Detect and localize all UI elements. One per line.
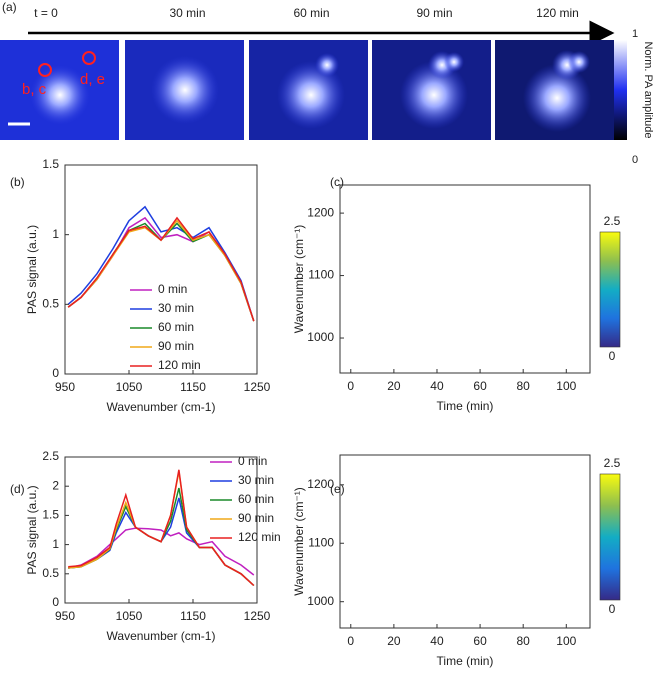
colorbar [599,473,621,601]
legend-label: 0 min [158,282,187,296]
y-tick-label: 0 [52,595,59,609]
x-tick-label: 950 [55,609,75,623]
series-line [68,469,255,587]
time-label: 90 min [416,6,452,20]
time-label: 120 min [536,6,579,20]
x-tick-label: 20 [387,379,401,393]
panel-label: (b) [10,175,25,189]
y-tick-label: 1.5 [42,508,59,522]
y-tick-label: 1 [52,537,59,551]
legend-label: 120 min [238,530,281,544]
pa-blob [277,61,345,129]
y-axis-label: PAS signal (a.u.) [25,225,39,314]
roi-marker [38,63,52,77]
y-tick-label: 1 [52,227,59,241]
y-tick-label: 1200 [307,205,334,219]
legend-label: 0 min [238,454,267,468]
roi-marker [82,51,96,65]
time-label: t = 0 [34,6,58,20]
pa-blob [400,61,468,129]
y-axis-label: Wavenumber (cm⁻¹) [292,225,306,334]
x-tick-label: 1050 [116,609,143,623]
x-tick-label: 40 [430,379,444,393]
colorbar-tick: 0 [609,602,616,616]
series-line [67,205,255,322]
x-tick-label: 80 [517,634,531,648]
x-tick-label: 0 [347,379,354,393]
x-tick-label: 1050 [116,380,143,394]
y-tick-label: 2.5 [42,449,59,463]
x-tick-label: 1150 [180,609,206,623]
y-tick-label: 2 [52,478,59,492]
y-tick-label: 1100 [308,268,334,282]
x-tick-label: 950 [55,380,75,394]
pa-blob [30,65,90,125]
colorbar-tick: 1 [632,28,638,40]
panel-label: (a) [2,0,17,14]
y-tick-label: 1100 [308,535,334,549]
plot-frame [64,164,258,375]
plot-frame [339,454,591,629]
pa-blob [444,52,464,72]
x-tick-label: 100 [556,379,576,393]
series-line [67,216,255,322]
y-axis-label: Wavenumber (cm⁻¹) [292,487,306,596]
y-tick-label: 1000 [307,594,334,608]
colorbar-tick: 0 [609,349,616,363]
x-tick-label: 80 [517,379,531,393]
colorbar [599,231,621,348]
x-tick-label: 60 [473,634,487,648]
legend-label: 30 min [158,301,194,315]
x-tick-label: 1150 [180,380,206,394]
pa-blob [315,53,339,77]
legend-label: 90 min [238,511,274,525]
x-tick-label: 0 [347,634,354,648]
colorbar-label: Norm. PA amplitude [642,41,654,138]
x-axis-label: Time (min) [437,654,494,668]
colorbar-tick: 2.5 [604,456,621,470]
x-axis-label: Wavenumber (cm-1) [107,629,216,643]
x-tick-label: 20 [387,634,401,648]
time-label: 60 min [293,6,329,20]
colorbar-tick: 0 [632,154,638,166]
series-line [68,527,255,576]
x-tick-label: 60 [473,379,487,393]
panel-label: (e) [330,482,345,496]
legend-label: 60 min [238,492,274,506]
panel-label: (c) [330,175,344,189]
pa-blob [523,64,591,132]
x-tick-label: 100 [556,634,576,648]
pa-blob [151,56,219,124]
series-line [68,487,255,587]
series-line [68,471,255,587]
y-tick-label: 0 [52,366,59,380]
y-tick-label: 1200 [307,477,334,491]
panel-label: (d) [10,482,25,496]
x-axis-label: Time (min) [437,399,494,413]
y-tick-label: 1000 [307,330,334,344]
y-axis-label: PAS signal (a.u.) [25,485,39,574]
x-tick-label: 1250 [244,380,271,394]
time-label: 30 min [169,6,205,20]
legend-label: 60 min [158,320,194,334]
x-tick-label: 1250 [244,609,271,623]
x-tick-label: 40 [430,634,444,648]
colorbar-tick: 2.5 [604,214,621,228]
pa-blob [568,51,590,73]
legend-label: 120 min [158,358,201,372]
legend-label: 90 min [158,339,194,353]
y-tick-label: 0.5 [42,297,59,311]
x-axis-label: Wavenumber (cm-1) [107,400,216,414]
plot-frame [339,184,591,374]
colorbar [612,40,627,140]
y-tick-label: 0.5 [42,566,59,580]
roi-label: d, e [80,71,105,88]
roi-label: b, c [22,81,47,98]
legend-label: 30 min [238,473,274,487]
y-tick-label: 1.5 [42,157,59,171]
plot-frame [64,456,258,604]
